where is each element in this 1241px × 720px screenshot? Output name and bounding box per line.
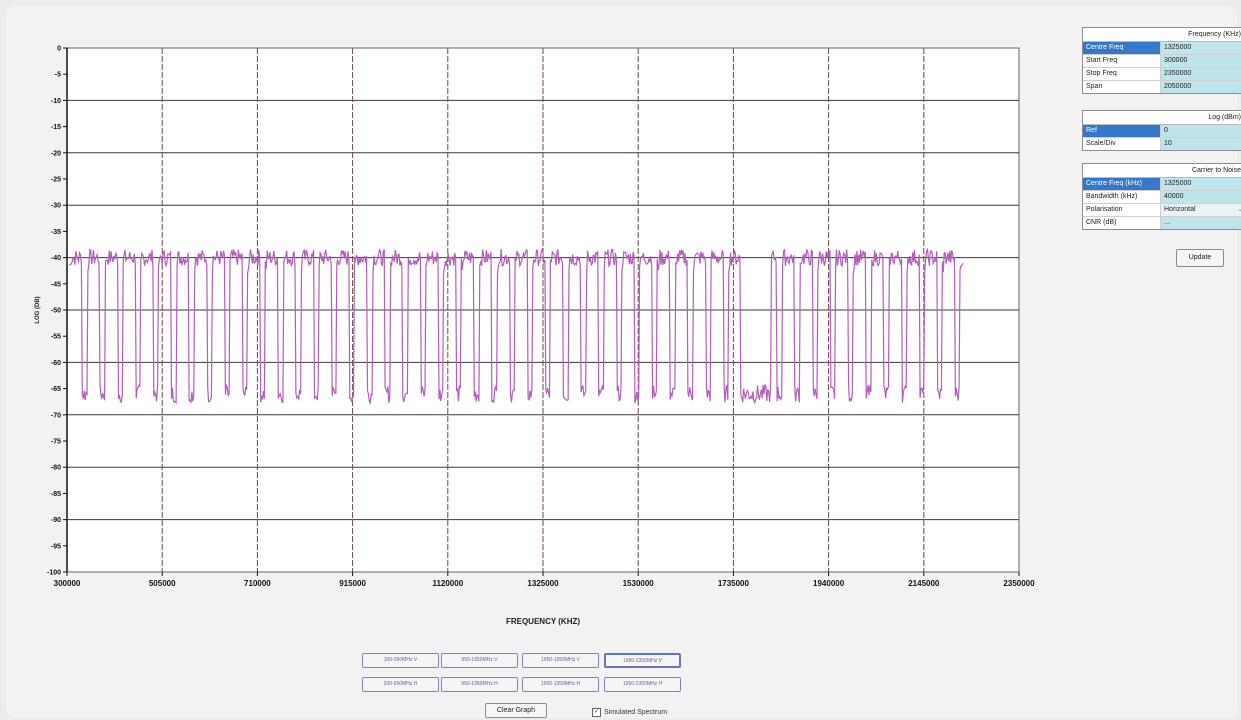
stop-freq-label: Stop Freq bbox=[1083, 68, 1161, 80]
scale-div-label: Scale/Div bbox=[1083, 138, 1161, 150]
band-button[interactable]: 950-1950MHz V bbox=[441, 653, 518, 668]
x-tick-label: 1530000 bbox=[623, 579, 655, 588]
cn-centre-freq-row[interactable]: Centre Freq (kHz) 1325000 bbox=[1083, 178, 1241, 191]
band-button[interactable]: 950-1950MHz H bbox=[441, 677, 518, 692]
log-panel: Log (dBm) Ref 0 Scale/Div 10 bbox=[1082, 110, 1241, 151]
ref-field[interactable]: 0 bbox=[1161, 125, 1241, 137]
cnr-row: CNR (dB) ... bbox=[1083, 217, 1241, 229]
x-tick-label: 710000 bbox=[244, 579, 271, 588]
band-button[interactable]: 300-950MHz V bbox=[362, 653, 439, 668]
band-button[interactable]: 1950-2350MHz V bbox=[604, 653, 681, 668]
x-tick-label: 1325000 bbox=[527, 579, 559, 588]
simulated-spectrum-label: Simulated Spectrum bbox=[604, 709, 668, 716]
simulated-spectrum-option[interactable]: ✓ Simulated Spectrum bbox=[592, 708, 667, 717]
scale-div-field[interactable]: 10 bbox=[1161, 138, 1241, 150]
polarisation-label: Polarisation bbox=[1083, 204, 1161, 216]
band-button[interactable]: 300-950MHz H bbox=[362, 677, 439, 692]
y-tick-label: -60 bbox=[51, 360, 61, 367]
clear-graph-button[interactable]: Clear Graph bbox=[485, 703, 547, 718]
chevron-down-icon[interactable]: ⌄ bbox=[1237, 206, 1241, 213]
update-button[interactable]: Update bbox=[1176, 249, 1224, 267]
y-tick-label: -15 bbox=[51, 124, 61, 131]
y-tick-label: -5 bbox=[55, 72, 61, 79]
start-freq-row[interactable]: Start Freq 300000 bbox=[1083, 55, 1241, 68]
y-tick-label: -20 bbox=[51, 150, 61, 157]
y-tick-label: -85 bbox=[51, 491, 61, 498]
bandwidth-field[interactable]: 40000 bbox=[1161, 191, 1241, 203]
x-tick-label: 1940000 bbox=[813, 579, 845, 588]
centre-freq-row[interactable]: Centre Freq 1325000 bbox=[1083, 42, 1241, 55]
span-field[interactable]: 2050000 bbox=[1161, 81, 1241, 93]
band-button[interactable]: 1950-1950MHz V bbox=[522, 653, 599, 668]
x-tick-label: 1735000 bbox=[718, 579, 750, 588]
ref-row[interactable]: Ref 0 bbox=[1083, 125, 1241, 138]
x-tick-label: 505000 bbox=[149, 579, 176, 588]
y-tick-label: -40 bbox=[51, 255, 61, 262]
carrier-to-noise-panel: Carrier to Noise Centre Freq (kHz) 13250… bbox=[1082, 163, 1241, 230]
bandwidth-label: Bandwidth (kHz) bbox=[1083, 191, 1161, 203]
x-tick-label: 1120000 bbox=[432, 579, 463, 588]
frequency-panel: Frequency (KHz) Centre Freq 1325000 Star… bbox=[1082, 27, 1241, 94]
span-row[interactable]: Span 2050000 bbox=[1083, 81, 1241, 93]
y-tick-label: -45 bbox=[51, 281, 61, 288]
y-tick-label: -65 bbox=[51, 386, 61, 393]
start-freq-field[interactable]: 300000 bbox=[1161, 55, 1241, 67]
polarisation-select[interactable]: Horizontal ⌄ bbox=[1161, 204, 1241, 216]
y-tick-label: -25 bbox=[51, 177, 61, 184]
x-axis-label: FREQUENCY (KHZ) bbox=[506, 617, 580, 626]
y-tick-label: -10 bbox=[51, 98, 61, 105]
polarisation-value: Horizontal bbox=[1164, 206, 1196, 213]
log-panel-title: Log (dBm) bbox=[1083, 111, 1241, 125]
spectrum-trace bbox=[68, 247, 964, 405]
stop-freq-row[interactable]: Stop Freq 2350000 bbox=[1083, 68, 1241, 81]
cnr-value: ... bbox=[1161, 217, 1241, 229]
y-tick-label: -30 bbox=[51, 203, 61, 210]
span-label: Span bbox=[1083, 81, 1161, 93]
cn-panel-title: Carrier to Noise bbox=[1083, 164, 1241, 178]
start-freq-label: Start Freq bbox=[1083, 55, 1161, 67]
x-tick-label: 2350000 bbox=[1003, 579, 1035, 588]
centre-freq-field[interactable]: 1325000 bbox=[1161, 42, 1241, 54]
cn-centre-freq-field[interactable]: 1325000 bbox=[1161, 178, 1241, 190]
y-tick-label: -50 bbox=[51, 308, 61, 315]
y-tick-label: -35 bbox=[51, 229, 61, 236]
stop-freq-field[interactable]: 2350000 bbox=[1161, 68, 1241, 80]
y-tick-label: -70 bbox=[51, 412, 61, 419]
y-tick-label: -95 bbox=[51, 543, 61, 550]
band-button[interactable]: 1950-2350MHz H bbox=[604, 677, 681, 692]
polarisation-row[interactable]: Polarisation Horizontal ⌄ bbox=[1083, 204, 1241, 217]
bandwidth-row[interactable]: Bandwidth (kHz) 40000 bbox=[1083, 191, 1241, 204]
y-tick-label: -75 bbox=[51, 439, 61, 446]
scale-div-row[interactable]: Scale/Div 10 bbox=[1083, 138, 1241, 150]
x-tick-label: 915000 bbox=[339, 579, 366, 588]
centre-freq-label: Centre Freq bbox=[1083, 42, 1161, 54]
cn-centre-freq-label: Centre Freq (kHz) bbox=[1083, 178, 1161, 190]
y-tick-label: -90 bbox=[51, 517, 61, 524]
ref-label: Ref bbox=[1083, 125, 1161, 137]
cnr-label: CNR (dB) bbox=[1083, 217, 1161, 229]
x-tick-label: 300000 bbox=[54, 579, 81, 588]
simulated-spectrum-checkbox[interactable]: ✓ bbox=[592, 708, 601, 717]
y-tick-label: -55 bbox=[51, 334, 61, 341]
x-tick-label: 2145000 bbox=[908, 579, 940, 588]
y-tick-label: -80 bbox=[51, 465, 61, 472]
y-tick-label: 0 bbox=[57, 46, 61, 53]
y-axis-label: LOG (DB) bbox=[35, 296, 41, 323]
band-button[interactable]: 1950-1950MHz H bbox=[522, 677, 599, 692]
y-tick-label: -100 bbox=[47, 570, 61, 577]
frequency-panel-title: Frequency (KHz) bbox=[1083, 28, 1241, 42]
